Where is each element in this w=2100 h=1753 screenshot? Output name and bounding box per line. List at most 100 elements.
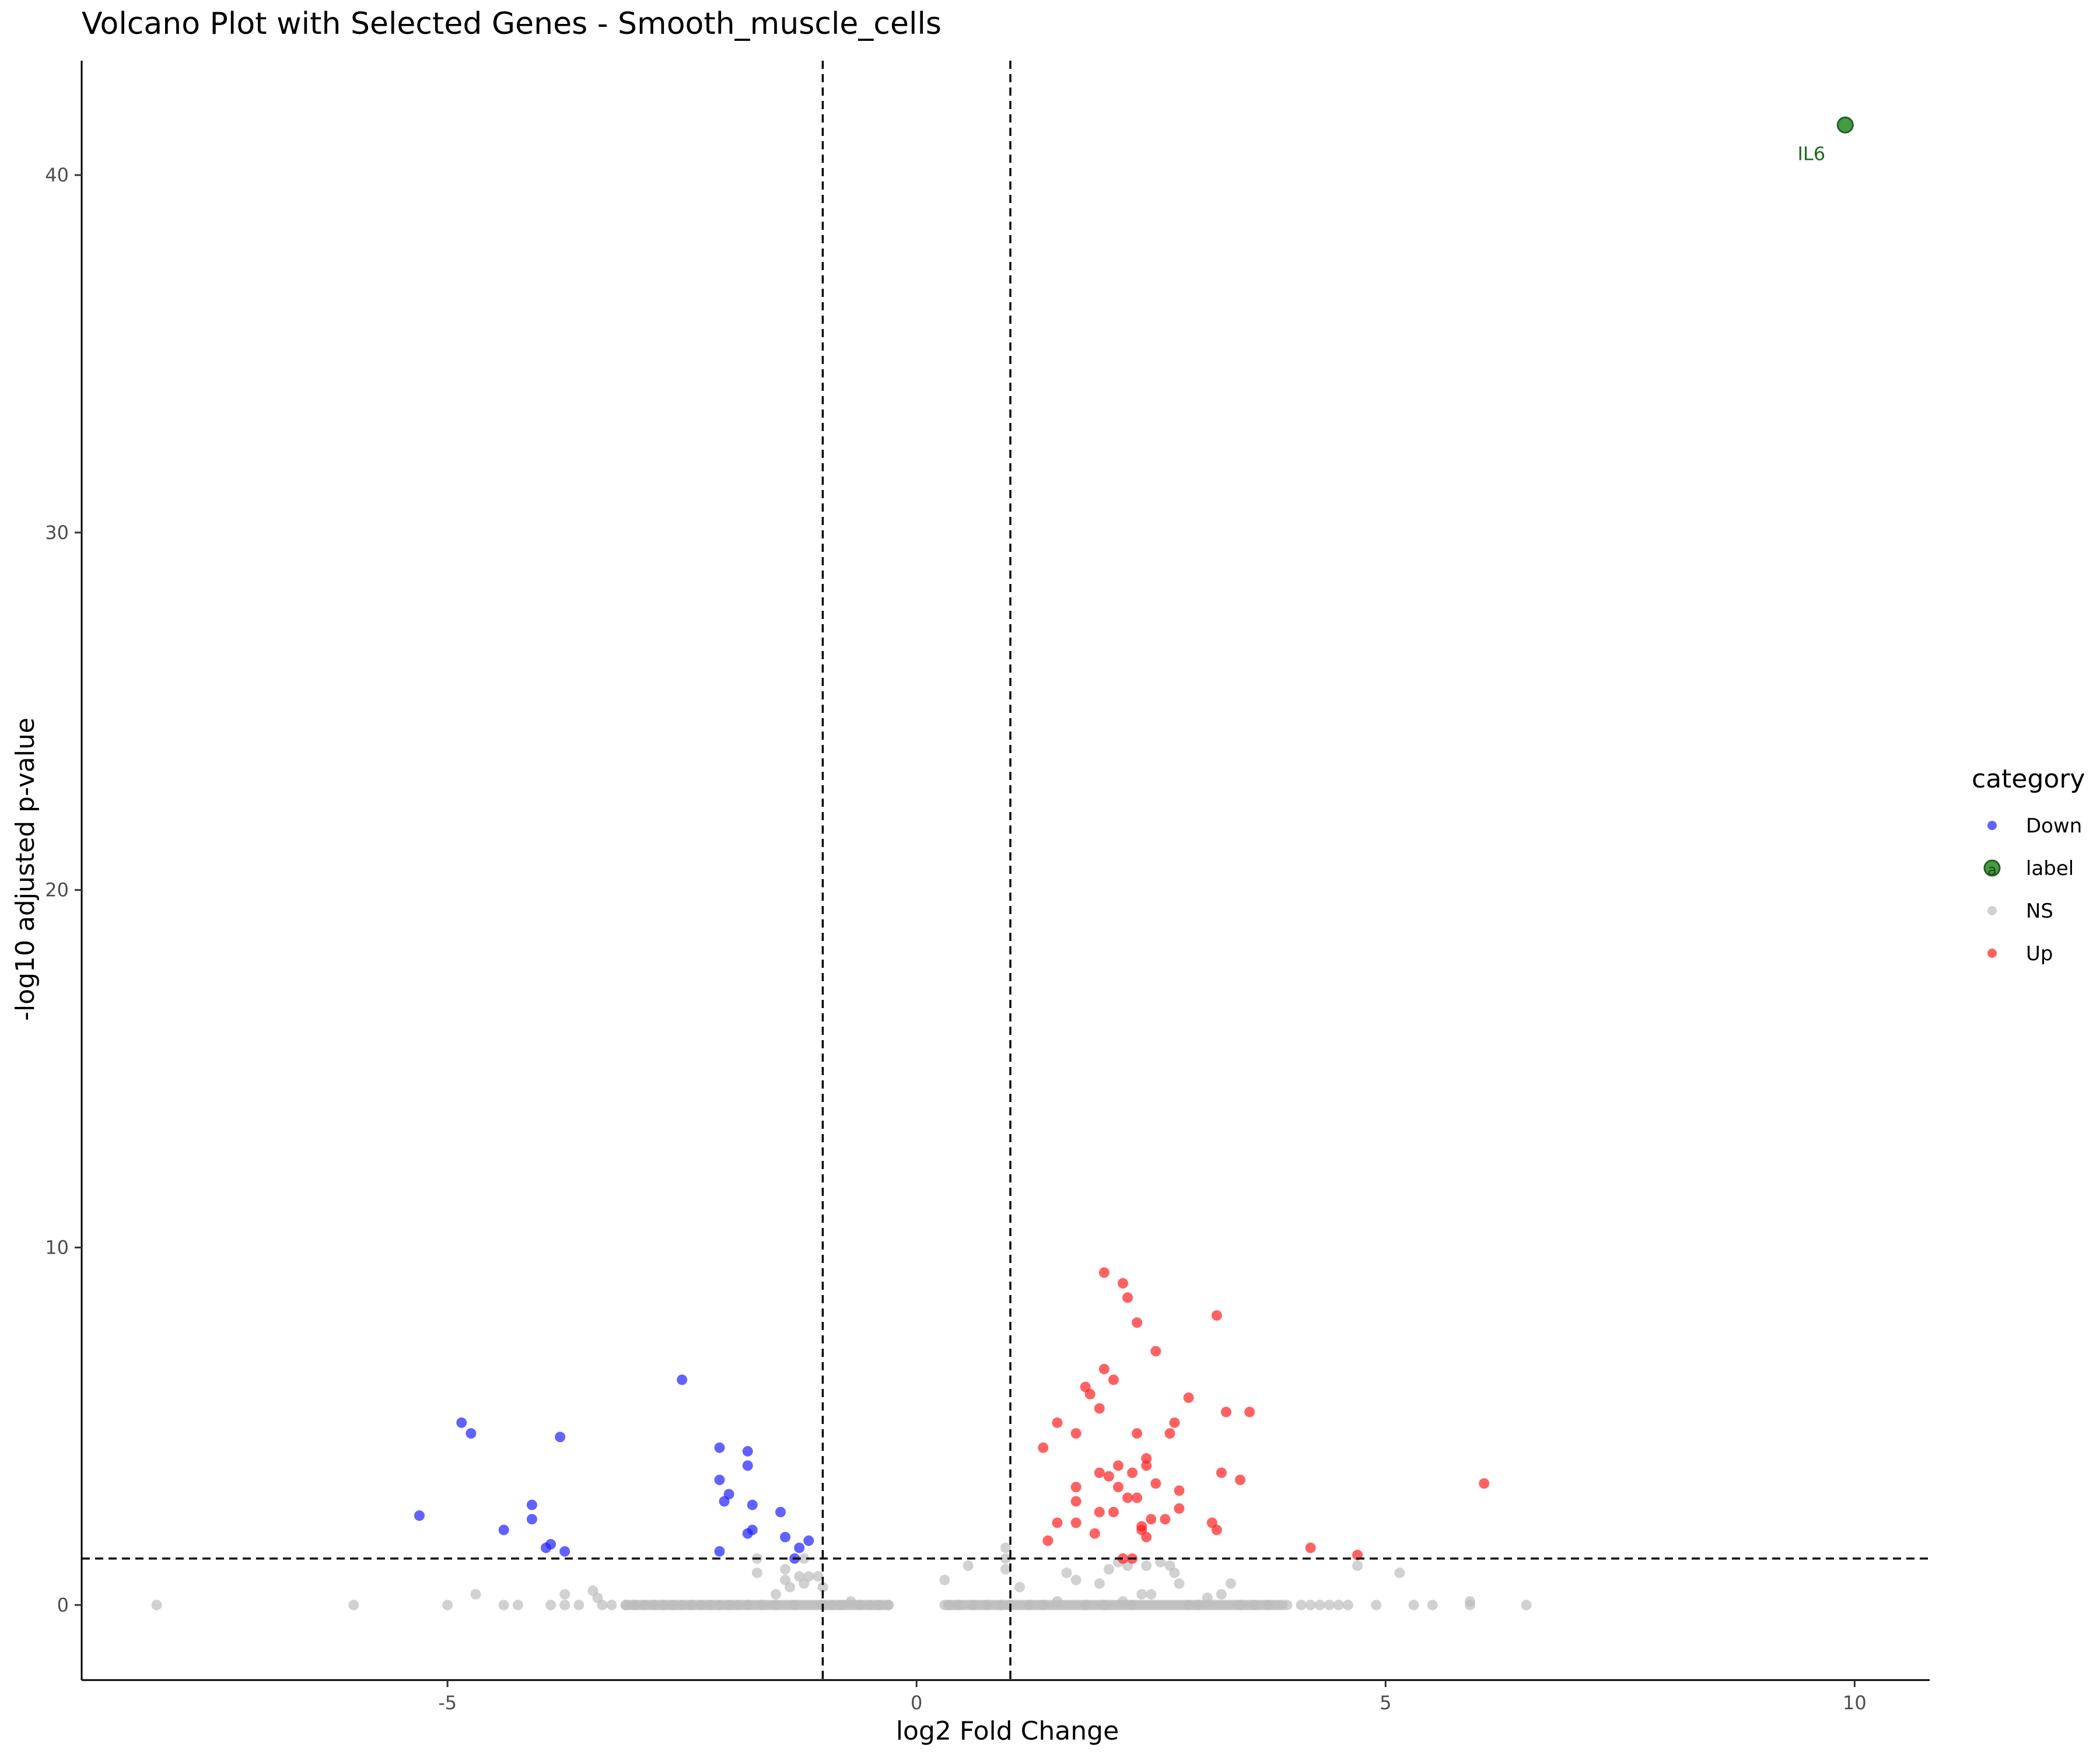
ns-point [780, 1564, 791, 1575]
down-point [747, 1499, 758, 1510]
x-axis-title: log2 Fold Change [896, 1716, 1119, 1746]
up-point [1089, 1528, 1100, 1539]
ns-point [756, 1600, 767, 1611]
ns-point [1202, 1593, 1213, 1604]
up-point [1164, 1428, 1175, 1439]
legend-key-label [1983, 859, 2001, 877]
ns-point [1465, 1600, 1476, 1611]
legend-key-text-glyph: a [1987, 862, 1997, 879]
y-tick-label: 30 [45, 522, 69, 544]
down-point [526, 1499, 537, 1510]
up-point [1216, 1467, 1227, 1478]
up-point [1103, 1471, 1114, 1482]
up-point [1052, 1517, 1063, 1528]
up-point [1146, 1514, 1157, 1525]
ns-point [1521, 1600, 1532, 1611]
ns-point [348, 1600, 359, 1611]
up-point [1112, 1460, 1124, 1471]
down-point [742, 1460, 753, 1471]
ns-point [559, 1588, 570, 1600]
ns-point [1052, 1596, 1063, 1607]
up-point [1305, 1542, 1316, 1553]
down-point [775, 1506, 786, 1517]
up-point [1094, 1506, 1105, 1517]
x-tick-label: -5 [438, 1692, 457, 1714]
up-point [1108, 1374, 1119, 1385]
ns-point [1024, 1600, 1035, 1611]
up-point [1174, 1485, 1185, 1496]
ns-point [1080, 1600, 1091, 1611]
ns-point [845, 1596, 856, 1607]
ns-point [1305, 1600, 1316, 1611]
up-point [1141, 1460, 1152, 1471]
down-point [466, 1428, 477, 1439]
ns-point [498, 1600, 509, 1611]
up-point [1118, 1278, 1129, 1289]
up-point [1094, 1467, 1105, 1478]
ns-point [733, 1600, 744, 1611]
up-point [1084, 1388, 1096, 1399]
down-point [545, 1539, 556, 1550]
ns-point [981, 1600, 992, 1611]
ns-point [648, 1600, 659, 1611]
y-tick-label: 20 [45, 879, 69, 901]
up-point [1070, 1496, 1082, 1507]
ns-point [1094, 1578, 1105, 1589]
ns-point [963, 1560, 974, 1571]
ns-point [864, 1600, 875, 1611]
up-point [1132, 1492, 1143, 1503]
up-point [1211, 1310, 1222, 1321]
ns-point [151, 1600, 162, 1611]
ns-point [799, 1553, 810, 1564]
ns-point [944, 1600, 955, 1611]
ns-point [1225, 1578, 1236, 1589]
ns-point [1127, 1600, 1138, 1611]
up-point [1038, 1442, 1049, 1453]
ns-point [742, 1600, 753, 1611]
up-point [1070, 1428, 1082, 1439]
ns-point [883, 1600, 894, 1611]
ns-point [1235, 1600, 1246, 1611]
legend-key-up [1987, 949, 1997, 958]
ns-point [771, 1588, 782, 1600]
ns-point [714, 1600, 725, 1611]
ns-point [677, 1600, 688, 1611]
down-point [414, 1510, 425, 1521]
legend-label-up: Up [2026, 942, 2053, 965]
ns-point [1000, 1553, 1011, 1564]
up-point [1132, 1317, 1143, 1328]
up-point [1122, 1492, 1133, 1503]
ns-point [1263, 1600, 1274, 1611]
ns-point [1192, 1600, 1203, 1611]
ns-point [559, 1600, 570, 1611]
ns-point [817, 1581, 828, 1593]
ns-point [873, 1600, 884, 1611]
ns-point [1324, 1600, 1335, 1611]
chart-title: Volcano Plot with Selected Genes - Smoot… [82, 6, 942, 41]
up-point [1169, 1417, 1180, 1428]
y-tick-label: 40 [45, 164, 69, 186]
ns-point [813, 1571, 824, 1582]
up-point [1235, 1474, 1246, 1485]
legend-key-down [1987, 821, 1997, 830]
up-point [1122, 1292, 1133, 1303]
down-point [559, 1546, 570, 1557]
down-point [780, 1531, 791, 1542]
up-point [1098, 1363, 1110, 1374]
ns-point [939, 1574, 950, 1586]
ns-point [606, 1600, 617, 1611]
x-tick-label: 10 [1843, 1692, 1867, 1714]
up-point [1479, 1478, 1490, 1489]
ns-point [1118, 1596, 1129, 1607]
x-tick-label: 5 [1380, 1692, 1391, 1714]
ns-point [658, 1600, 669, 1611]
ns-point [1371, 1600, 1382, 1611]
up-point [1042, 1535, 1054, 1546]
ns-point [639, 1600, 650, 1611]
ns-point [573, 1600, 584, 1611]
ns-point [751, 1567, 762, 1579]
ns-point [1216, 1588, 1227, 1600]
down-point [714, 1442, 725, 1453]
ns-point [705, 1600, 716, 1611]
ns-point [695, 1600, 706, 1611]
